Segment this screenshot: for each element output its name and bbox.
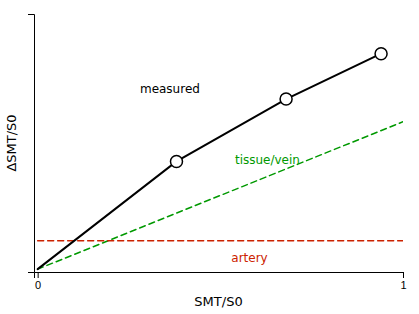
x-tick-label: 0	[35, 279, 41, 291]
y-axis	[28, 15, 35, 273]
plot-area	[38, 48, 403, 269]
point	[280, 93, 292, 105]
line	[38, 240, 403, 242]
x-tick-mark	[403, 272, 404, 278]
point	[170, 155, 182, 167]
x-tick-mark	[38, 272, 39, 278]
line	[38, 54, 381, 269]
annotation: tissue/vein	[235, 153, 300, 167]
y-axis-title: ΔSMT/S0	[4, 114, 19, 171]
line	[38, 122, 403, 269]
annotation: measured	[140, 82, 200, 96]
x-tick-label: 1	[400, 279, 406, 291]
x-axis: 01	[35, 272, 407, 291]
x-tick: 0	[35, 272, 41, 291]
x-axis-title: SMT/S0	[194, 294, 242, 309]
x-tick: 1	[400, 272, 406, 291]
point	[375, 48, 387, 60]
annotation: artery	[231, 251, 267, 265]
chart: 01measuredtissue/veinarterySMT/S0ΔSMT/S0	[0, 0, 419, 314]
y-axis-line	[28, 15, 35, 273]
x-axis-line	[35, 273, 404, 279]
